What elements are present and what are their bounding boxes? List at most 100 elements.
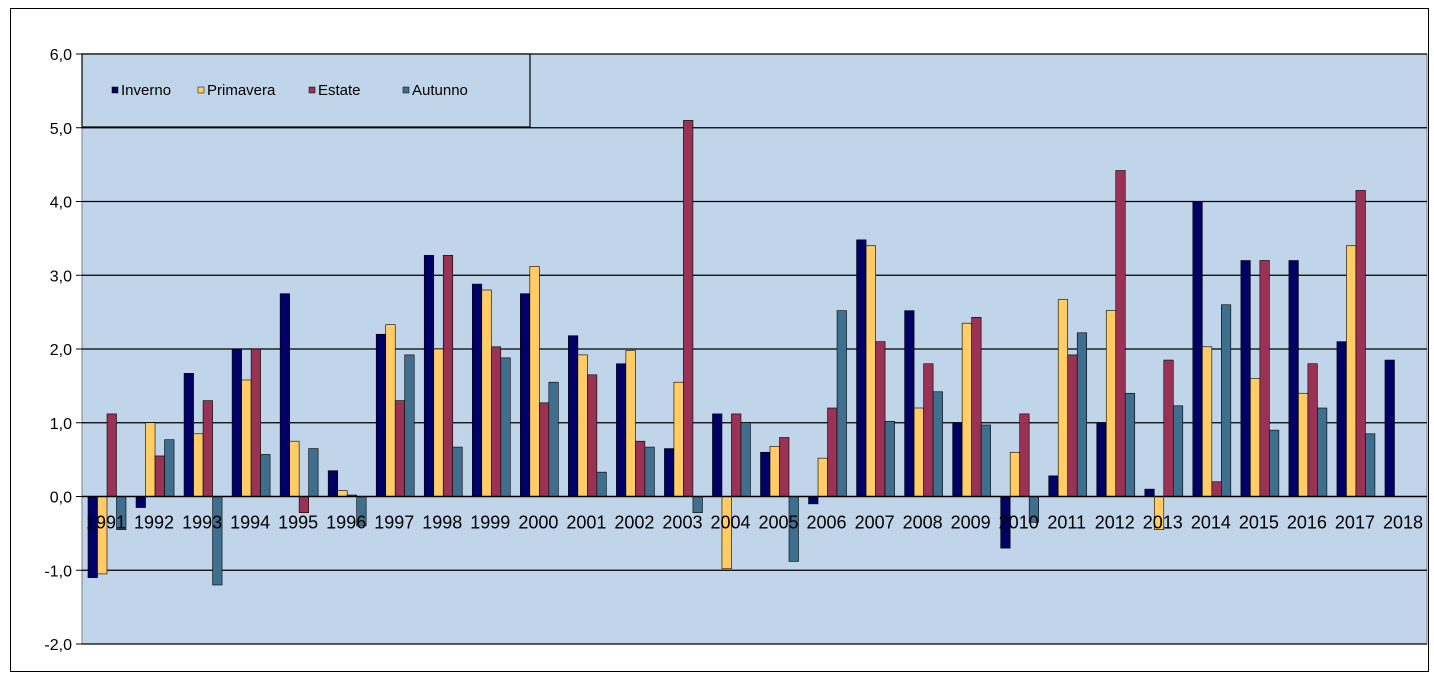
bar-inverno-2008 [904, 310, 915, 497]
x-category-label: 2018 [1383, 513, 1423, 533]
bar-inverno-1997 [375, 333, 387, 497]
bar-primavera-1995 [289, 440, 300, 497]
legend-label-inverno: Inverno [121, 82, 171, 99]
bar-inverno-2005 [760, 451, 771, 497]
bar-primavera-2010 [1009, 451, 1020, 497]
y-tick-label: 3,0 [50, 268, 72, 285]
legend-swatch-estate [308, 86, 316, 94]
bar-inverno-1998 [423, 255, 435, 497]
bar-primavera-2009 [961, 322, 972, 497]
bar-autunno-2016 [1317, 407, 1328, 497]
y-tick-label: 5,0 [50, 121, 72, 138]
bar-primavera-1992 [145, 422, 156, 497]
bar-estate-2004 [731, 413, 742, 497]
bar-estate-2017 [1355, 190, 1366, 497]
bar-primavera-2008 [913, 407, 924, 497]
bar-inverno-2011 [1048, 475, 1059, 497]
bar-estate-2011 [1067, 354, 1078, 497]
x-category-label: 2001 [566, 513, 606, 533]
legend-box [81, 53, 531, 128]
x-category-label: 2007 [855, 513, 895, 533]
x-category-label: 2017 [1335, 513, 1375, 533]
bar-estate-2008 [923, 363, 934, 497]
bar-autunno-2008 [932, 391, 943, 497]
x-category-label: 2004 [710, 513, 750, 533]
bar-autunno-2015 [1269, 429, 1280, 497]
y-tick-label: 2,0 [50, 342, 72, 359]
x-category-label: 2003 [662, 513, 702, 533]
x-category-label: 2013 [1143, 513, 1183, 533]
bar-autunno-1997 [404, 354, 415, 497]
y-tick-label: 6,0 [50, 47, 72, 64]
bar-primavera-1999 [481, 289, 492, 497]
bar-estate-2003 [683, 120, 694, 497]
bar-primavera-2000 [529, 266, 540, 497]
x-category-label: 1996 [326, 513, 366, 533]
bar-primavera-1991 [97, 496, 108, 575]
bar-estate-2001 [587, 374, 598, 497]
y-tick-label: 4,0 [50, 195, 72, 212]
bar-estate-2005 [779, 437, 790, 497]
y-axis-ticks: 6,0 5,0 4,0 3,0 2,0 1,0 0,0 -1,0 -2,0 [44, 47, 82, 654]
bar-autunno-2006 [836, 310, 847, 497]
bar-primavera-2005 [769, 446, 780, 497]
bar-autunno-2002 [644, 446, 655, 497]
legend: Inverno Primavera Estate Autunno [81, 53, 531, 128]
bar-inverno-2018 [1384, 359, 1395, 497]
bar-inverno-2000 [520, 293, 531, 497]
x-category-label: 1999 [470, 513, 510, 533]
bars [87, 120, 1395, 586]
bar-inverno-2012 [1096, 422, 1107, 497]
bar-estate-1997 [394, 400, 406, 497]
bar-inverno-1992 [135, 496, 146, 508]
x-axis-categories: 1991 1992 1993 1994 1995 1996 1997 1998 1999 2000… [86, 513, 1423, 533]
bar-autunno-1993 [212, 496, 223, 586]
bar-autunno-2004 [740, 422, 751, 497]
bar-estate-1994 [250, 348, 261, 497]
x-category-label: 2006 [807, 513, 847, 533]
legend-swatch-inverno [111, 86, 119, 94]
bar-inverno-1995 [279, 293, 290, 497]
bar-inverno-1991 [87, 496, 98, 578]
bar-estate-2015 [1259, 260, 1270, 497]
bar-primavera-2003 [673, 381, 684, 497]
x-category-label: 1995 [278, 513, 318, 533]
x-category-label: 2012 [1095, 513, 1135, 533]
legend-swatch-primavera [197, 86, 205, 94]
bar-primavera-2011 [1057, 299, 1069, 497]
y-tick-label: 1,0 [50, 416, 72, 433]
bar-estate-1991 [106, 413, 117, 497]
bar-inverno-1993 [183, 373, 194, 497]
x-category-label: 2008 [903, 513, 943, 533]
bar-autunno-1999 [500, 357, 511, 497]
bar-primavera-1994 [241, 379, 252, 497]
bar-primavera-2012 [1105, 310, 1117, 497]
bar-estate-1992 [154, 455, 165, 497]
bar-inverno-2006 [808, 496, 819, 505]
bar-primavera-2015 [1250, 378, 1261, 497]
bar-autunno-2003 [692, 496, 703, 514]
bar-inverno-1994 [231, 348, 242, 497]
x-category-label: 2010 [999, 513, 1039, 533]
y-tick-label: -1,0 [44, 563, 72, 580]
bar-primavera-2004 [721, 496, 732, 570]
bar-estate-2007 [875, 341, 886, 497]
x-category-label: 1994 [230, 513, 270, 533]
bar-inverno-1999 [471, 283, 483, 497]
x-category-label: 2014 [1191, 513, 1231, 533]
bar-autunno-2011 [1076, 332, 1088, 497]
bar-inverno-2003 [664, 448, 675, 497]
bar-inverno-2007 [856, 239, 867, 497]
legend-label-primavera: Primavera [207, 82, 276, 99]
bar-autunno-2001 [596, 471, 607, 497]
bar-estate-2006 [827, 407, 838, 497]
bar-primavera-1998 [433, 348, 444, 497]
x-category-label: 2015 [1239, 513, 1279, 533]
legend-label-autunno: Autunno [412, 82, 468, 99]
bar-inverno-1996 [327, 470, 338, 497]
bar-inverno-2014 [1192, 201, 1203, 497]
bar-primavera-1993 [193, 433, 204, 497]
bar-estate-2012 [1115, 170, 1126, 497]
bar-autunno-1998 [452, 446, 463, 497]
x-category-label: 1991 [86, 513, 126, 533]
